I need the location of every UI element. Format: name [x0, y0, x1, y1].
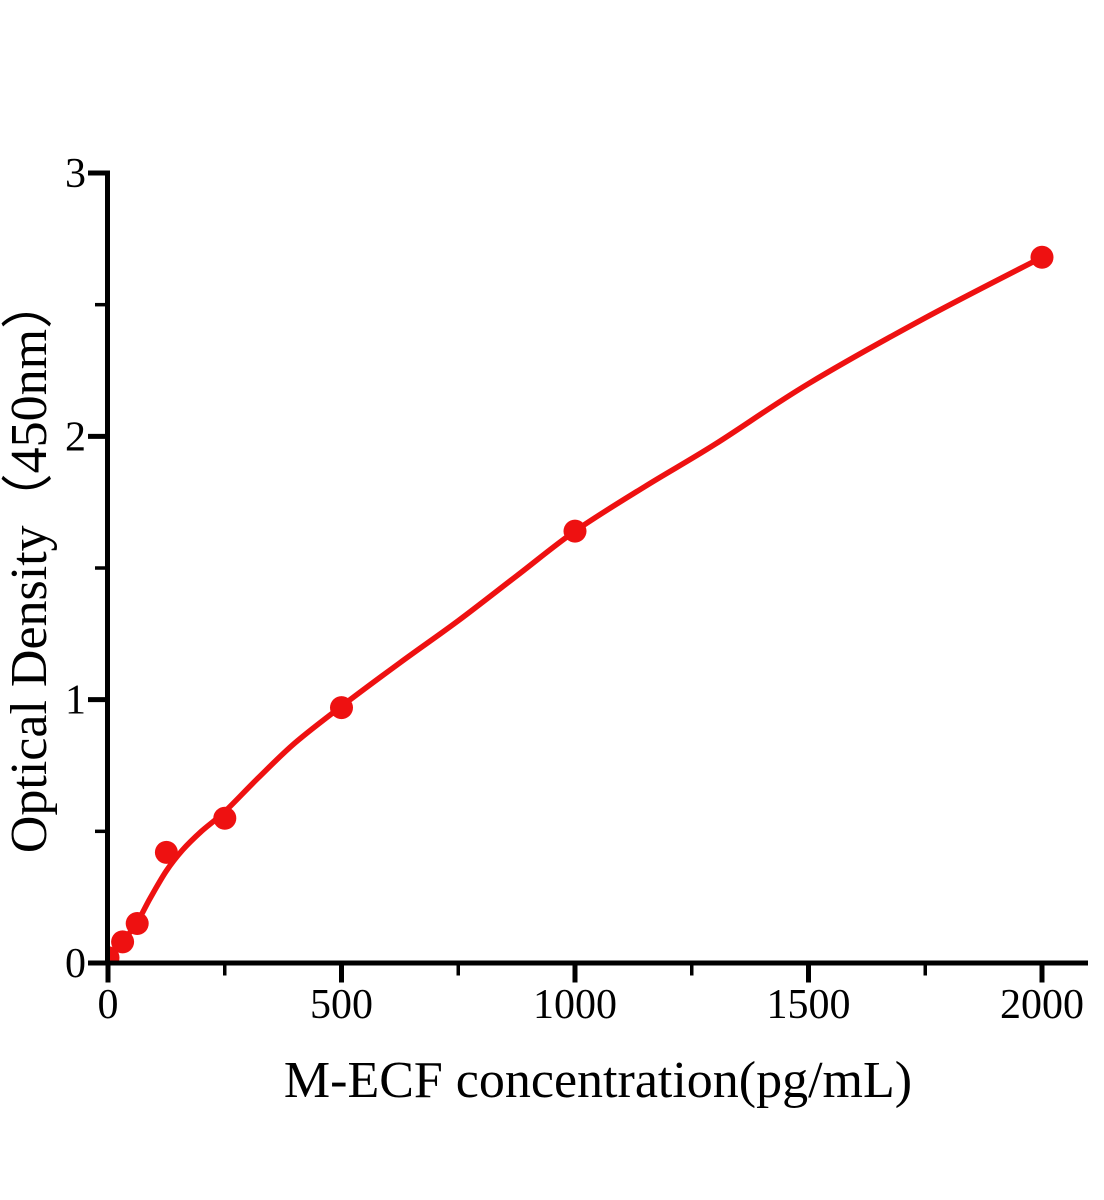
data-point [213, 806, 237, 830]
y-tick-label: 0 [65, 941, 86, 987]
data-point [110, 946, 120, 961]
y-tick-label: 3 [65, 151, 86, 197]
x-tick-label: 2000 [1000, 982, 1084, 1028]
tick-label-layer: 0 500 1000 1500 2000 0 1 2 3 [65, 151, 1084, 1028]
data-point [111, 930, 135, 954]
y-tick-label: 1 [65, 678, 86, 724]
y-axis-title: Optical Density（450nm） [1, 277, 58, 853]
data-layer [110, 245, 1054, 961]
data-point [330, 696, 353, 720]
data-point [563, 519, 587, 543]
data-point [125, 912, 149, 935]
axis-layer [88, 170, 1088, 983]
x-tick-label: 1500 [767, 982, 851, 1028]
x-tick-label: 1000 [533, 982, 617, 1028]
x-tick-label: 0 [98, 982, 119, 1028]
data-point [1030, 245, 1054, 269]
x-axis-title: M-ECF concentration(pg/mL) [284, 1052, 912, 1109]
data-point [154, 840, 178, 864]
x-tick-label: 500 [310, 982, 373, 1028]
fit-curve [110, 254, 1045, 961]
y-tick-label: 2 [65, 414, 86, 460]
